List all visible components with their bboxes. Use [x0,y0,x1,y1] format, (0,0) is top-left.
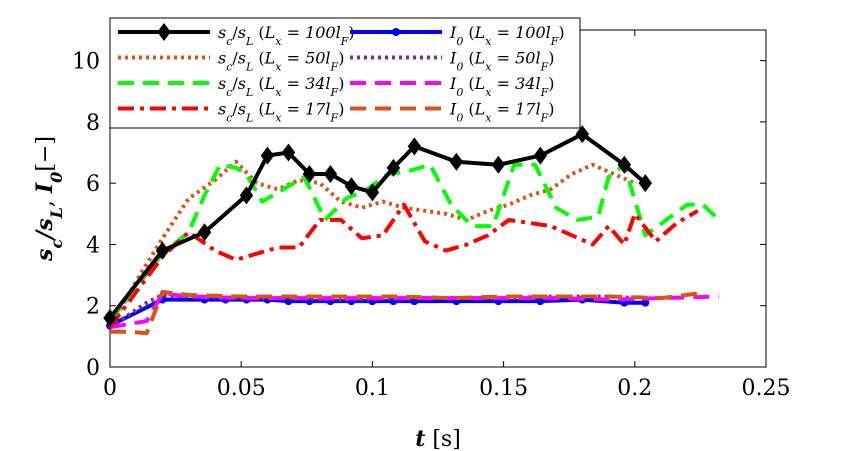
data-point [638,174,653,193]
legend-entry: sc/sL (Lx = 17lF) [118,100,344,125]
series-line [108,159,636,329]
legend-label: I0 (Lx = 100lF) [449,23,565,48]
legend-entry: sc/sL (Lx = 100lF) [118,23,355,48]
y-tick-label: 10 [72,50,100,75]
x-tick-label: 0.25 [742,376,791,401]
x-tick-label: 0.15 [479,376,528,401]
data-point [197,223,212,242]
data-point [407,137,422,156]
data-point [536,297,545,306]
legend-label: I0 (Lx = 34lF) [449,74,554,99]
legend-marker [157,23,171,41]
axis-labels: t [s] sc/sL, I0[−] [32,136,461,451]
data-point [260,146,275,165]
data-point [491,155,506,174]
legend-label: sc/sL (Lx = 50lF) [218,49,344,74]
legend-entry: sc/sL (Lx = 34lF) [118,74,344,99]
y-tick-label: 0 [86,356,100,381]
x-tick-label: 0 [103,376,117,401]
legend-entry: sc/sL (Lx = 50lF) [118,49,344,74]
data-point [533,146,548,165]
x-tick-label: 0.05 [217,376,266,401]
data-point [641,298,650,307]
series-line [110,289,699,336]
tick-labels: 0 0.05 0.1 0.15 0.2 0.25 0 2 4 6 8 10 [72,50,790,401]
data-point [155,241,170,260]
legend-label: sc/sL (Lx = 17lF) [218,100,344,125]
legend-label: sc/sL (Lx = 100lF) [218,23,355,48]
x-tick-label: 0.2 [617,376,652,401]
data-point [302,164,317,183]
data-point [281,143,296,162]
y-tick-label: 4 [86,233,100,258]
series-0 [103,125,653,327]
series-6 [109,291,719,330]
series-line [108,132,647,320]
data-point [344,177,359,196]
series-line [108,202,699,329]
data-point [239,186,254,205]
series-1 [108,159,636,329]
x-tick-label: 0.1 [355,376,390,401]
series-layer [103,125,721,336]
data-point [323,164,338,183]
data-point [365,183,380,202]
x-axis-label: t [s] [415,426,461,451]
legend-label: sc/sL (Lx = 34lF) [218,74,344,99]
legend: sc/sL (Lx = 100lF)sc/sL (Lx = 50lF)sc/sL… [109,17,581,129]
legend-entry: I0 (Lx = 34lF) [350,74,554,99]
series-line [109,291,719,330]
y-tick-label: 6 [86,172,100,197]
series-3 [108,202,699,329]
data-point [386,158,401,177]
data-point [575,125,590,144]
legend-entry: I0 (Lx = 50lF) [350,49,554,74]
data-point [617,155,632,174]
legend-entry: I0 (Lx = 100lF) [350,23,565,48]
legend-marker [392,28,400,36]
legend-entry: I0 (Lx = 17lF) [350,100,554,125]
y-axis-label: sc/sL, I0[−] [32,136,66,262]
legend-label: I0 (Lx = 17lF) [449,100,554,125]
y-tick-label: 2 [86,295,100,320]
y-tick-label: 8 [86,111,100,136]
data-point [449,152,464,171]
data-point [103,308,117,327]
legend-label: I0 (Lx = 50lF) [449,49,554,74]
series-7 [110,289,699,336]
